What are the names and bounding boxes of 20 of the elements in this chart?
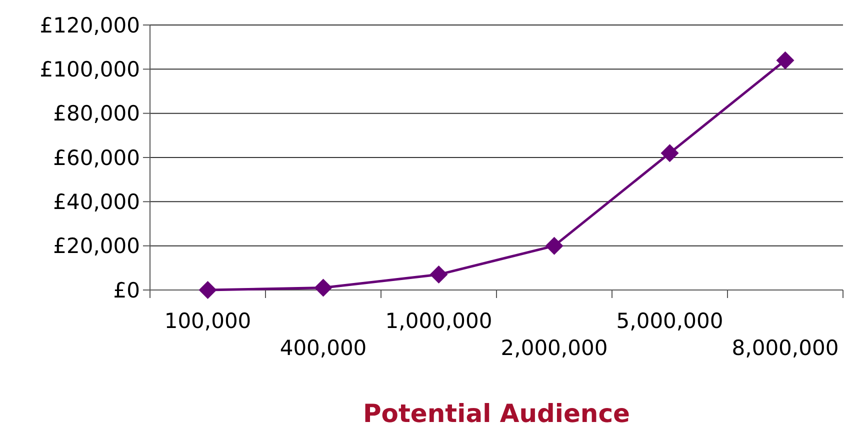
y-tick-label: £60,000 bbox=[53, 146, 140, 170]
x-tick-label: 1,000,000 bbox=[385, 309, 492, 333]
x-axis-title: Potential Audience bbox=[362, 399, 630, 428]
point bbox=[660, 144, 679, 162]
point bbox=[314, 278, 332, 297]
point bbox=[430, 266, 448, 284]
point bbox=[776, 51, 794, 70]
y-tick-label: £40,000 bbox=[53, 190, 140, 214]
x-tick-label: 5,000,000 bbox=[616, 309, 724, 333]
y-tick-label: £80,000 bbox=[53, 102, 140, 126]
y-tick-label: £100,000 bbox=[40, 58, 140, 82]
y-tick-label: £0 bbox=[113, 278, 140, 302]
y-tick-label: £120,000 bbox=[40, 13, 140, 38]
point bbox=[545, 236, 564, 255]
x-tick-label: 8,000,000 bbox=[732, 336, 839, 360]
y-tick-label: £20,000 bbox=[53, 234, 140, 258]
point bbox=[198, 281, 217, 299]
x-tick-label: 100,000 bbox=[164, 309, 252, 333]
x-tick-label: 400,000 bbox=[280, 336, 367, 360]
x-tick-label: 2,000,000 bbox=[500, 336, 608, 360]
